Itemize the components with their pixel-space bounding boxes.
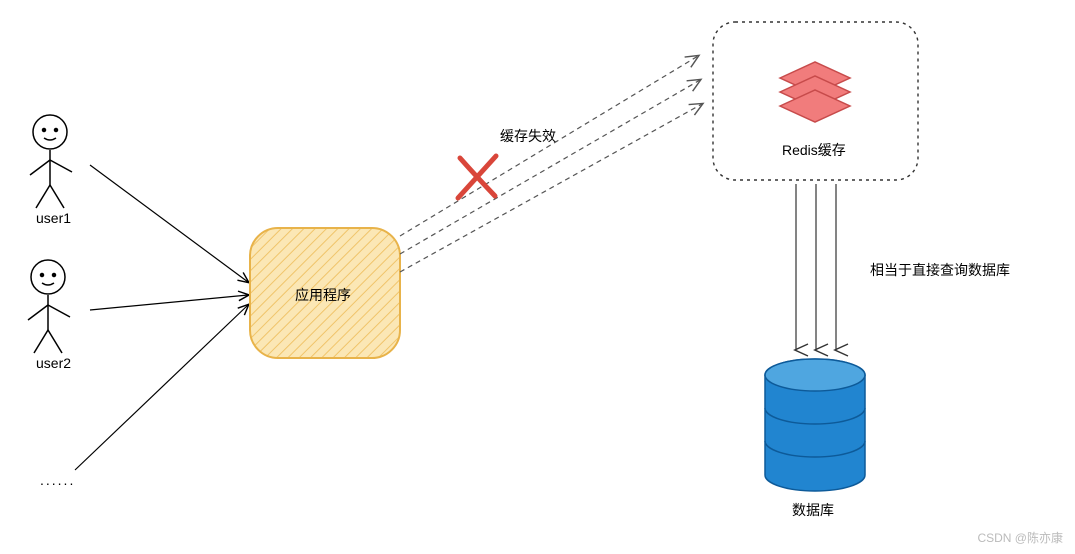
database-label: 数据库 (792, 500, 834, 520)
redis-to-db-arrows (796, 184, 836, 350)
user-to-app-arrows (75, 165, 248, 470)
user2-figure (28, 260, 70, 353)
database-icon (765, 359, 865, 491)
cache-miss-label: 缓存失效 (500, 126, 556, 146)
user2-label: user2 (36, 355, 71, 371)
user1-figure (30, 115, 72, 208)
watermark-text: CSDN @陈亦康 (977, 529, 1063, 546)
redis-box-label: Redis缓存 (782, 140, 846, 160)
user1-label: user1 (36, 210, 71, 226)
x-mark-icon (458, 156, 496, 198)
direct-query-label: 相当于直接查询数据库 (870, 260, 1010, 280)
app-box-label: 应用程序 (295, 285, 351, 305)
app-to-redis-arrows (400, 56, 702, 272)
users-ellipsis: ...... (40, 472, 75, 488)
